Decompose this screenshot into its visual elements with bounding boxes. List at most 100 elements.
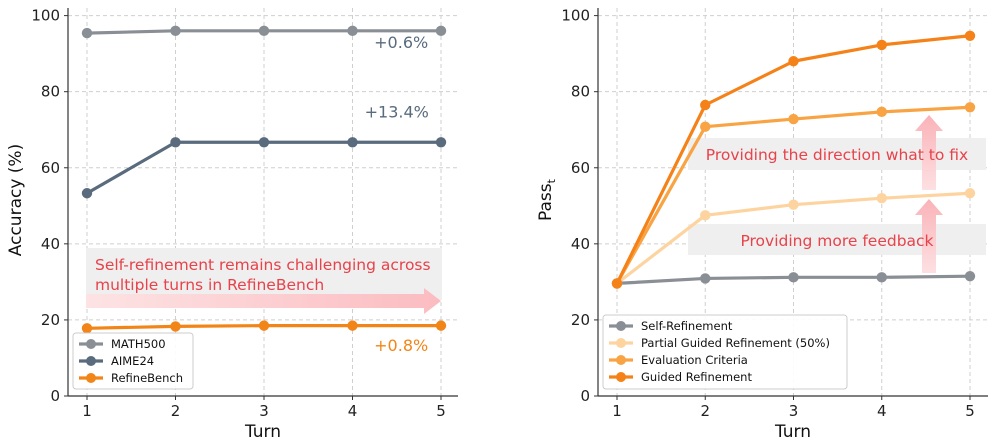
data-point-refinebench: [170, 321, 181, 332]
series-guided-refinement: [611, 30, 976, 289]
y-tick-label: 80: [571, 83, 590, 101]
data-point-math500: [81, 27, 93, 39]
legend-frame: [72, 332, 194, 390]
data-point-aime24: [347, 137, 358, 148]
x-axis-label: Turn: [244, 422, 281, 442]
y-tick-label: 100: [561, 7, 590, 25]
data-point-aime24: [81, 188, 93, 199]
series-evaluation-criteria: [611, 102, 976, 289]
series-math500: [81, 25, 447, 39]
y-tick-label: 0: [580, 387, 590, 405]
y-tick-label: 20: [571, 311, 590, 329]
annotation-line-1: Self-refinement remains challenging acro…: [95, 256, 431, 274]
data-point-partial-guided-refinement-50: [964, 188, 976, 199]
y-axis-label: Passt: [536, 178, 558, 221]
data-point-self-refinement: [876, 272, 887, 283]
feedback-box: [688, 224, 986, 255]
right-arrow: [86, 288, 441, 314]
feedback-text: Providing more feedback: [740, 232, 933, 250]
legend-swatch-marker: [616, 321, 626, 331]
legend-swatch-marker: [86, 373, 96, 383]
data-point-self-refinement: [964, 270, 976, 282]
data-point-evaluation-criteria: [788, 113, 799, 125]
axes: 0 20 40 60 80 100 1 2 3 4 5: [561, 7, 988, 420]
legend-swatch-marker: [616, 338, 626, 348]
annotation-box: [86, 248, 442, 300]
x-tick-label: 2: [171, 402, 181, 420]
data-point-math500: [258, 25, 270, 37]
legend-item: Guided Refinement: [609, 370, 752, 384]
legend: Self-Refinement Partial Guided Refinement…: [602, 314, 848, 390]
data-point-math500: [170, 25, 181, 37]
data-point-evaluation-criteria: [964, 102, 976, 113]
x-tick-label: 2: [700, 402, 710, 420]
legend-item: Partial Guided Refinement (50%): [609, 336, 830, 350]
direction-box: [688, 138, 986, 170]
legend-swatch-marker: [616, 372, 626, 382]
legend-label: Evaluation Criteria: [641, 353, 748, 367]
series-self-refinement: [611, 270, 976, 289]
legend-item: Self-Refinement: [609, 319, 733, 333]
direction-text: Providing the direction what to fix: [706, 146, 968, 164]
legend-swatch-marker: [616, 355, 626, 365]
x-tick-label: 1: [612, 402, 622, 420]
y-tick-label: 60: [41, 159, 60, 177]
y-axis-label-sub: t: [545, 178, 558, 183]
legend-label: Self-Refinement: [641, 319, 733, 333]
data-point-self-refinement: [788, 272, 799, 283]
data-point-evaluation-criteria: [700, 121, 711, 132]
y-tick-label: 20: [41, 311, 60, 329]
legend-label: MATH500: [111, 337, 166, 351]
y-tick-label: 0: [50, 387, 60, 405]
x-tick-label: 1: [82, 402, 92, 420]
data-point-aime24: [435, 137, 447, 148]
delta-annotations: +0.6% +13.4% +0.8%: [365, 33, 429, 355]
legend-item: AIME24: [79, 354, 154, 368]
up-arrow-lower: [915, 199, 943, 273]
legend-swatch-marker: [86, 356, 96, 366]
legend-item: MATH500: [79, 337, 166, 351]
data-point-aime24: [170, 137, 181, 148]
y-tick-label: 40: [571, 235, 590, 253]
legend-label: RefineBench: [111, 371, 183, 385]
y-axis-label-main: Pass: [536, 183, 556, 221]
data-point-self-refinement: [700, 273, 711, 284]
axes: 0 20 40 60 80 100 1 2 3 4 5: [31, 7, 458, 420]
legend-label: Partial Guided Refinement (50%): [641, 336, 830, 350]
series-lines: [611, 30, 976, 289]
data-point-guided-refinement: [788, 56, 799, 67]
data-point-math500: [347, 25, 358, 37]
x-tick-label: 3: [789, 402, 799, 420]
series-lines: [81, 25, 447, 334]
data-point-math500: [435, 25, 447, 37]
y-tick-label: 100: [31, 7, 60, 25]
data-point-partial-guided-refinement-50: [700, 210, 711, 221]
data-point-guided-refinement: [700, 99, 711, 111]
accuracy-chart: Self-refinement remains challenging acro…: [6, 7, 458, 442]
x-tick-label: 4: [877, 402, 887, 420]
data-point-evaluation-criteria: [876, 106, 887, 118]
annotation-line-2: multiple turns in RefineBench: [95, 276, 324, 294]
pass-chart: Providing the direction what to fix Prov…: [536, 7, 988, 442]
data-point-refinebench: [81, 323, 93, 334]
x-axis-label: Turn: [774, 422, 811, 442]
data-point-partial-guided-refinement-50: [788, 199, 799, 210]
legend-item: RefineBench: [79, 371, 183, 385]
legend-item: Evaluation Criteria: [609, 353, 748, 367]
data-point-guided-refinement: [876, 39, 887, 51]
legend: MATH500 AIME24 RefineBench: [72, 332, 194, 390]
data-point-guided-refinement: [611, 278, 623, 289]
y-tick-label: 60: [571, 159, 590, 177]
legend-frame: [602, 314, 848, 390]
data-point-refinebench: [347, 320, 358, 331]
y-axis-label: Accuracy (%): [6, 144, 26, 256]
x-tick-label: 5: [436, 402, 446, 420]
x-tick-label: 3: [259, 402, 269, 420]
data-point-partial-guided-refinement-50: [876, 192, 887, 204]
delta-label: +0.6%: [374, 33, 428, 52]
data-point-refinebench: [258, 320, 270, 331]
y-tick-label: 80: [41, 83, 60, 101]
legend-swatch-marker: [86, 339, 96, 349]
delta-label: +0.8%: [374, 336, 428, 355]
